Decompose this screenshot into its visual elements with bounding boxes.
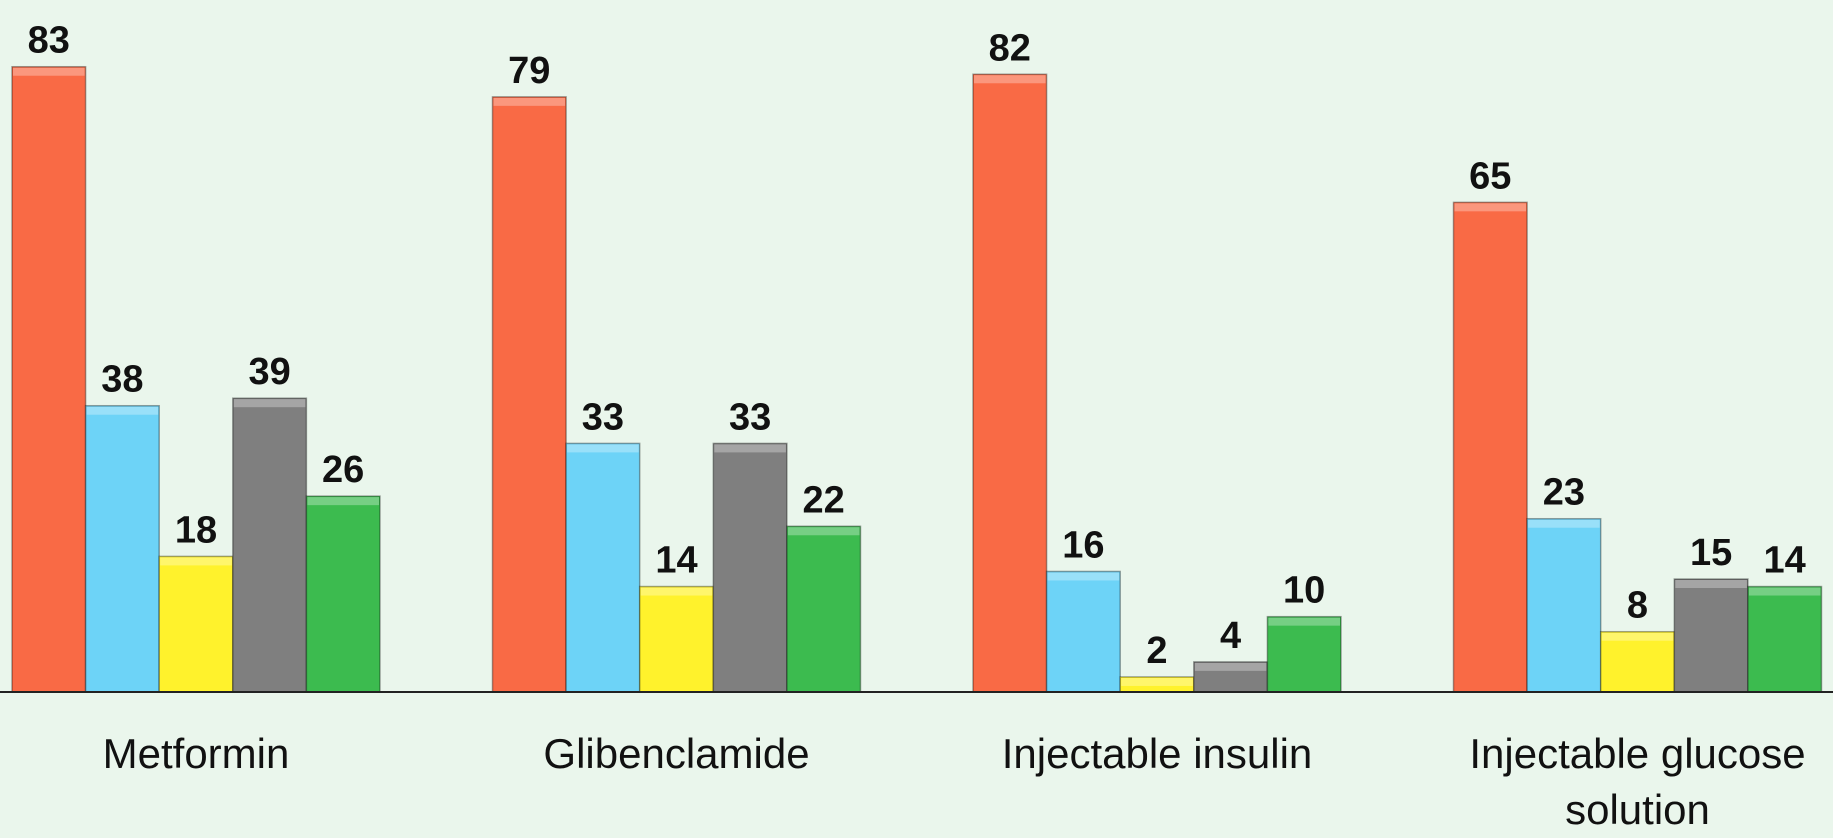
bar-bevel [13,68,85,76]
bar-bevel [1268,618,1340,626]
bar [1047,571,1121,692]
bar [233,398,307,692]
bar-bevel [307,497,379,505]
bar [159,556,233,692]
bar-bevel [494,98,566,106]
bar-bevel [1455,203,1527,211]
bar-bevel [1749,588,1821,596]
bar-bevel [234,399,306,407]
bar [1454,202,1528,692]
value-label: 22 [803,479,845,521]
bar-bevel [87,407,159,415]
bar [787,526,861,692]
value-label: 14 [655,540,697,582]
bar-bevel [788,527,860,535]
value-label: 15 [1690,532,1732,574]
bar-bevel [974,75,1046,83]
bar [1527,519,1601,692]
bar-bevel [641,588,713,596]
bar [566,443,640,692]
value-label: 33 [729,396,771,438]
value-label: 16 [1062,524,1104,566]
category-label: Injectable glucose solution [1438,726,1833,838]
bar [12,67,86,692]
bar [1748,587,1822,692]
value-label: 38 [101,359,143,401]
value-label: 33 [582,396,624,438]
bar [1601,632,1675,692]
value-label: 65 [1469,155,1511,197]
value-label: 83 [28,20,70,62]
bar [1267,617,1341,692]
bar [306,496,380,692]
bar-bevel [714,444,786,452]
bar-bevel [1602,633,1674,641]
bar-bevel [1048,572,1120,580]
bar-bevel [160,557,232,565]
bar-bevel [1195,663,1267,671]
category-label: Glibenclamide [477,726,877,782]
value-label: 10 [1283,570,1325,612]
bar [713,443,787,692]
bar [973,74,1047,692]
bar [1674,579,1748,692]
value-label: 79 [508,50,550,92]
bar-bevel [1675,580,1747,588]
bar [493,97,567,692]
value-label: 8 [1627,585,1648,627]
bar-bevel [567,444,639,452]
value-label: 82 [989,27,1031,69]
bar [640,587,714,692]
category-label: Injectable insulin [957,726,1357,782]
value-label: 39 [248,351,290,393]
value-label: 26 [322,449,364,491]
bar-bevel [1121,678,1193,686]
value-label: 18 [175,509,217,551]
bar [86,406,160,692]
value-label: 4 [1220,615,1241,657]
category-label: Metformin [0,726,396,782]
value-label: 2 [1146,630,1167,672]
value-label: 23 [1543,472,1585,514]
value-label: 14 [1764,540,1806,582]
bar-bevel [1528,520,1600,528]
